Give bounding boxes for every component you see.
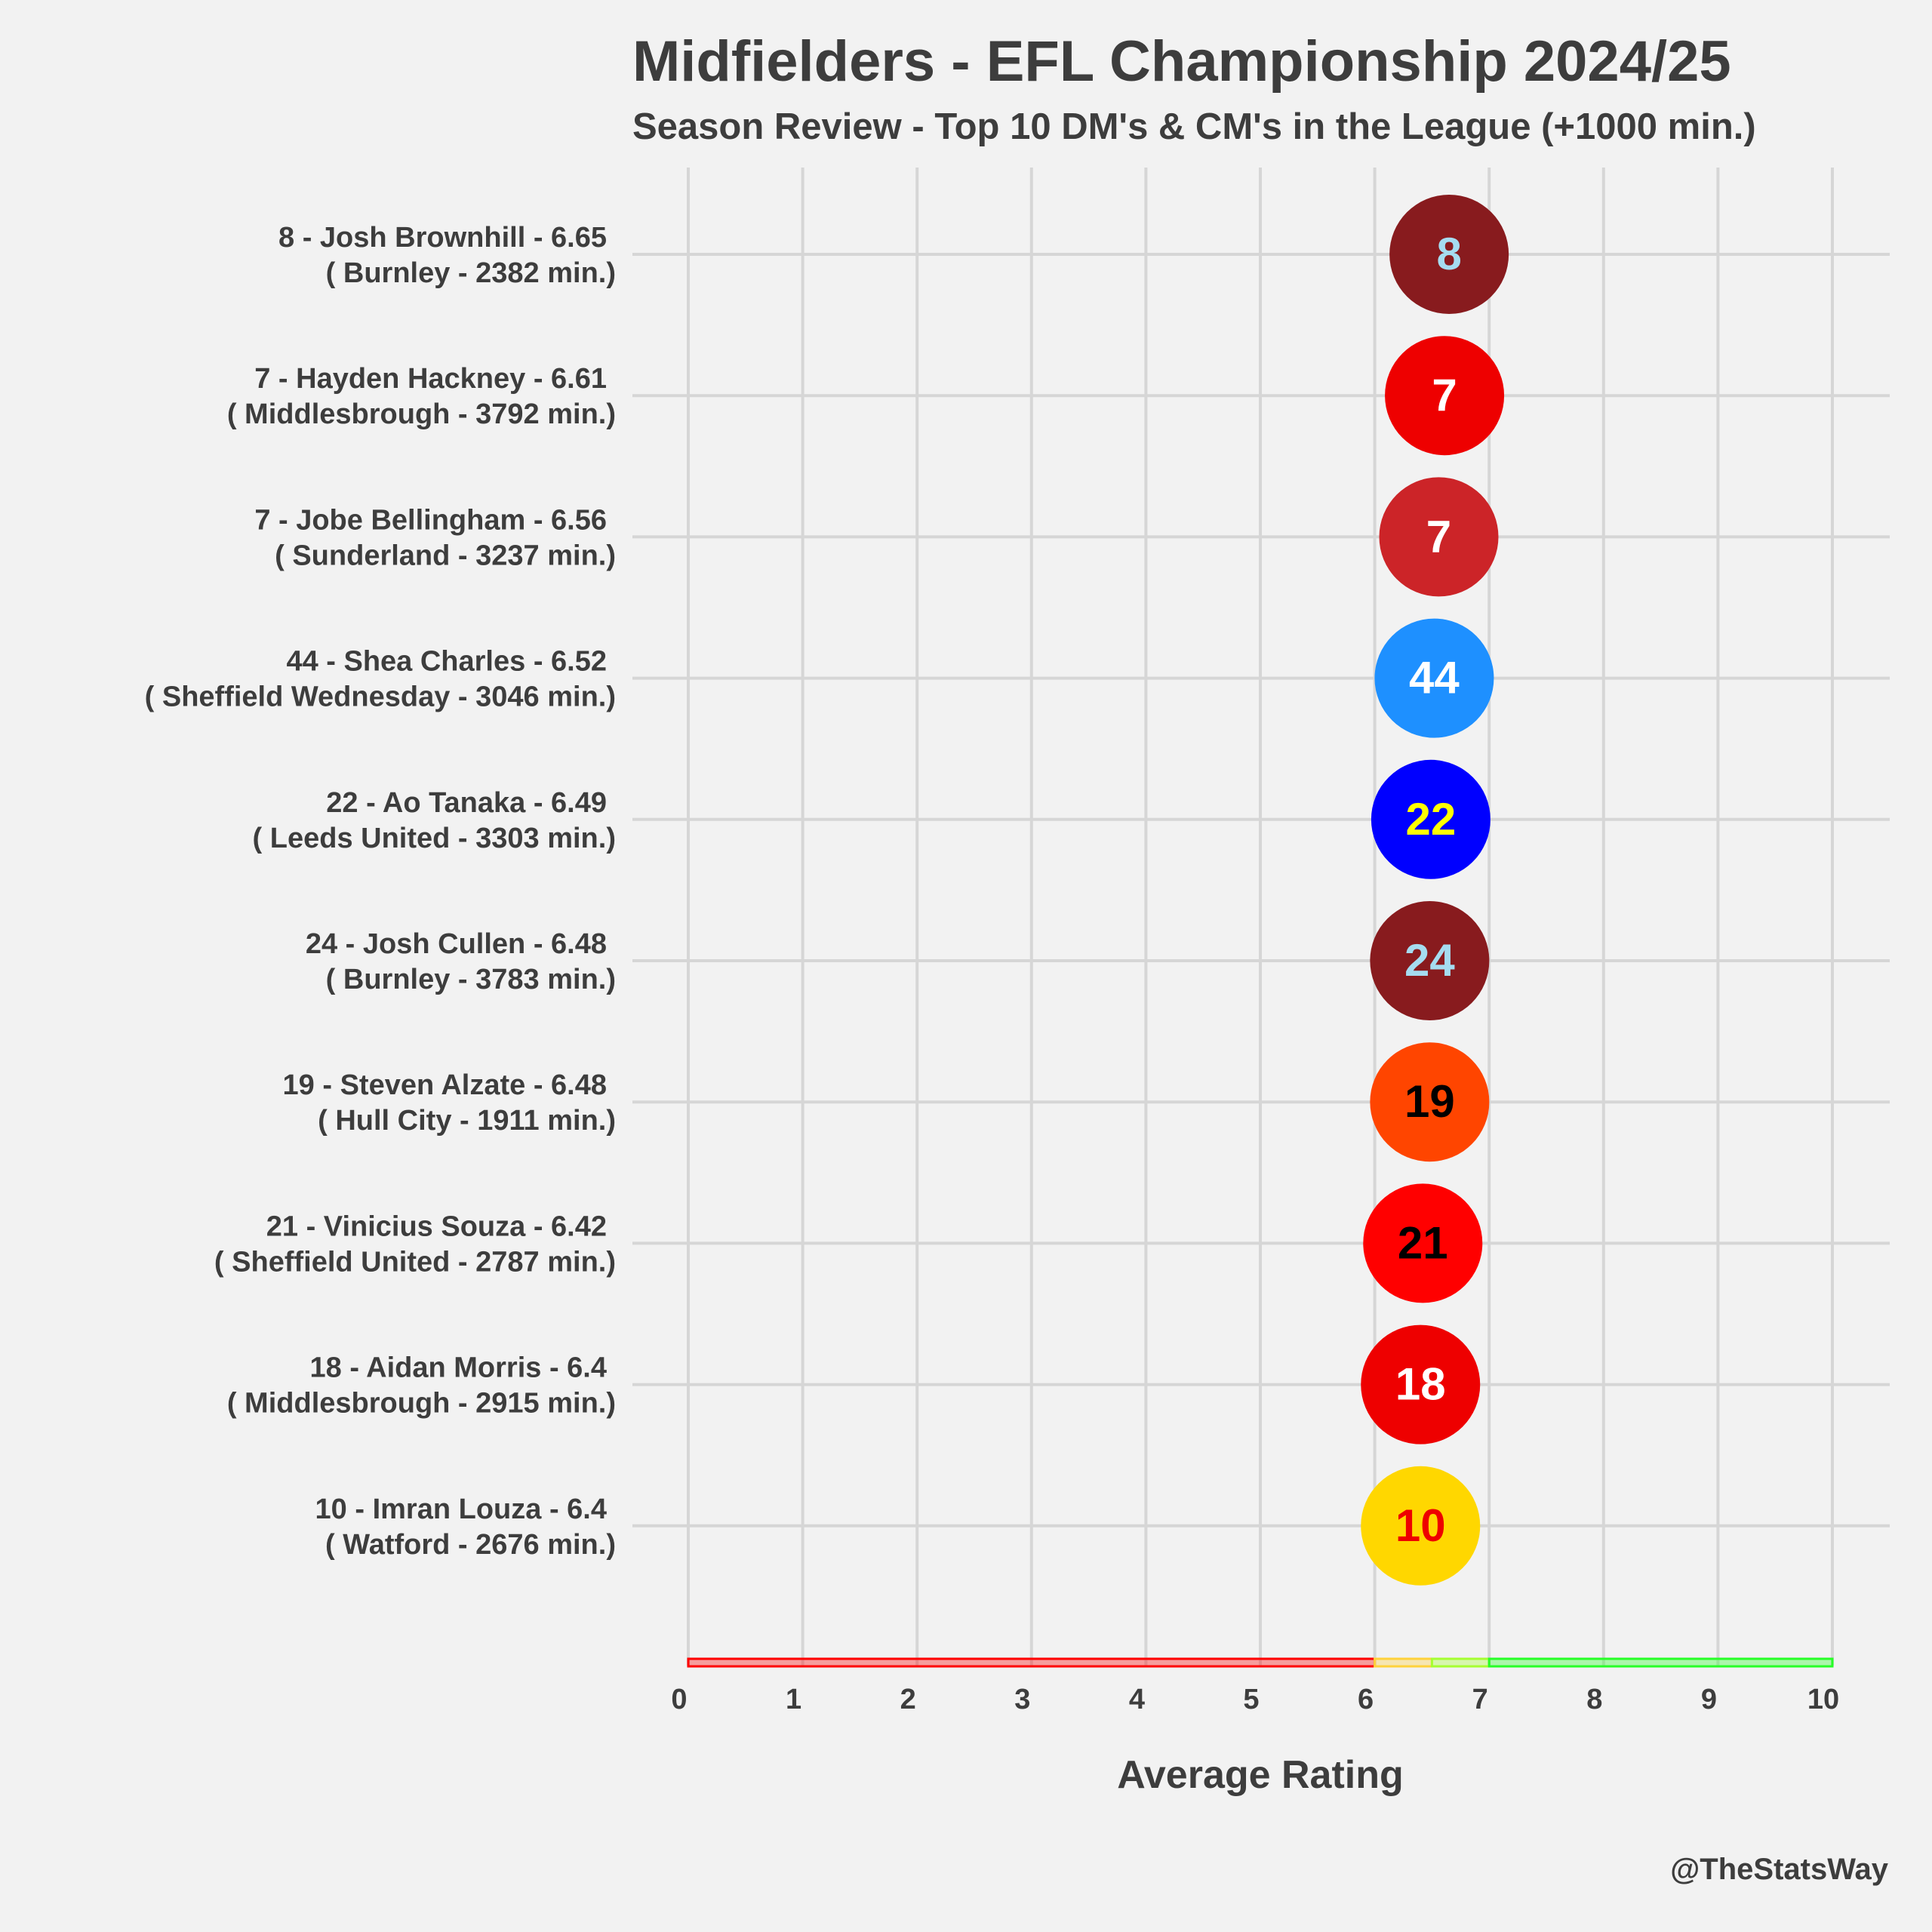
rating-band-segment	[687, 1657, 1377, 1668]
chart-subtitle: Season Review - Top 10 DM's & CM's in th…	[632, 106, 1756, 147]
x-tick-label: 7	[1472, 1684, 1488, 1715]
data-point	[1361, 1324, 1481, 1444]
y-label-club: ( Burnley - 3783 min.)	[326, 964, 616, 995]
caption: @TheStatsWay	[1670, 1853, 1888, 1886]
chart-title: Midfielders - EFL Championship 2024/25	[632, 29, 1731, 94]
y-label-player: 18 - Aidan Morris - 6.4	[310, 1352, 607, 1384]
y-label-player: 44 - Shea Charles - 6.52	[286, 646, 607, 678]
data-point	[1371, 759, 1491, 879]
data-point	[1374, 618, 1494, 738]
data-point-label: 22	[1406, 794, 1457, 844]
rating-band	[687, 1657, 1834, 1668]
x-tick-label: 10	[1807, 1684, 1839, 1715]
y-label-club: ( Middlesbrough - 3792 min.)	[227, 398, 616, 430]
rating-band-segment	[1430, 1657, 1491, 1668]
x-tick-label: 2	[900, 1684, 916, 1715]
data-point-label: 8	[1436, 229, 1461, 279]
data-points: 8 7 7 44 22 24 19 21 18 10	[1361, 195, 1509, 1586]
y-label-player: 10 - Imran Louza - 6.4	[315, 1494, 607, 1525]
y-label-player: 24 - Josh Cullen - 6.48	[306, 928, 607, 960]
y-label-player: 7 - Hayden Hackney - 6.61	[254, 363, 607, 395]
y-axis-labels: 8 - Josh Brownhill - 6.65( Burnley - 238…	[145, 222, 616, 1561]
y-label-player: 22 - Ao Tanaka - 6.49	[326, 787, 607, 819]
x-axis-label: Average Rating	[1117, 1753, 1404, 1797]
x-axis-ticks: 0 1 2 3 4 5 6 7 8 9 10	[671, 1684, 1839, 1715]
y-label-club: ( Sheffield Wednesday - 3046 min.)	[145, 681, 616, 713]
x-tick-label: 0	[671, 1684, 687, 1715]
data-point-label: 21	[1398, 1217, 1448, 1268]
data-point	[1363, 1183, 1483, 1303]
x-tick-label: 5	[1243, 1684, 1259, 1715]
data-point	[1379, 477, 1499, 597]
y-label-player: 19 - Steven Alzate - 6.48	[283, 1069, 607, 1101]
data-point	[1361, 1466, 1481, 1586]
x-tick-label: 4	[1129, 1684, 1145, 1715]
data-point-label: 24	[1404, 935, 1455, 986]
data-point	[1370, 901, 1490, 1020]
data-point-label: 7	[1432, 370, 1457, 420]
y-label-player: 8 - Josh Brownhill - 6.65	[278, 222, 607, 254]
y-label-player: 21 - Vinicius Souza - 6.42	[266, 1211, 607, 1242]
data-point	[1370, 1042, 1490, 1162]
y-label-club: ( Burnley - 2382 min.)	[326, 257, 616, 289]
data-point	[1385, 336, 1505, 456]
x-tick-label: 3	[1014, 1684, 1030, 1715]
y-label-club: ( Hull City - 1911 min.)	[318, 1105, 616, 1137]
data-point-label: 18	[1395, 1359, 1446, 1410]
x-tick-label: 9	[1701, 1684, 1717, 1715]
data-point-label: 19	[1404, 1076, 1455, 1127]
y-label-club: ( Sheffield United - 2787 min.)	[214, 1246, 616, 1278]
x-tick-label: 8	[1586, 1684, 1602, 1715]
y-label-club: ( Leeds United - 3303 min.)	[253, 823, 616, 854]
rating-band-segment	[1374, 1657, 1433, 1668]
y-label-club: ( Middlesbrough - 2915 min.)	[227, 1388, 616, 1420]
data-point	[1389, 195, 1509, 314]
data-point-label: 7	[1426, 511, 1451, 561]
data-point-label: 44	[1409, 653, 1460, 703]
y-label-club: ( Watford - 2676 min.)	[325, 1529, 616, 1561]
rating-band-segment	[1487, 1657, 1834, 1668]
x-tick-label: 6	[1358, 1684, 1374, 1715]
y-label-player: 7 - Jobe Bellingham - 6.56	[254, 504, 607, 536]
data-point-label: 10	[1395, 1500, 1446, 1551]
y-label-club: ( Sunderland - 3237 min.)	[275, 540, 616, 571]
grid-lines	[632, 168, 1890, 1666]
x-tick-label: 1	[786, 1684, 801, 1715]
